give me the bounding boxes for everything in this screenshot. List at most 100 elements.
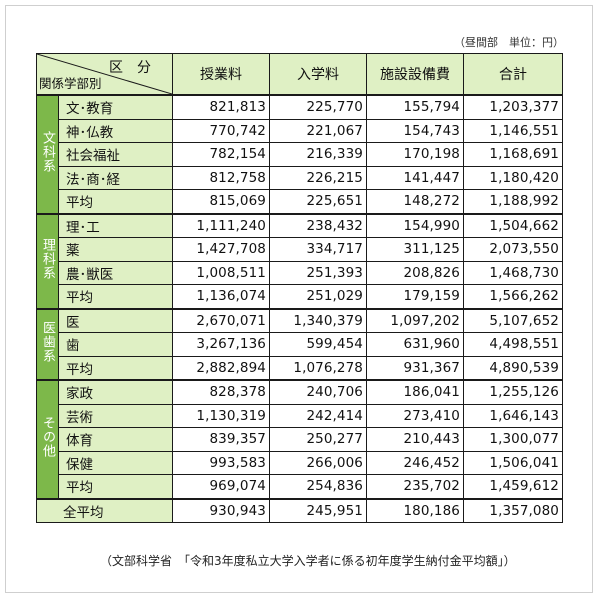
- table-row: 法･商･経 812,758 226,215 141,447 1,180,420: [37, 165, 563, 190]
- value-cell: 250,277: [269, 427, 367, 452]
- faculty-label: 文･教育: [58, 94, 173, 120]
- table-row: 芸術 1,130,319 242,414 273,410 1,646,143: [37, 403, 563, 428]
- value-cell: 225,651: [269, 189, 367, 214]
- table-row: 農･獣医 1,008,511 251,393 208,826 1,468,730: [37, 260, 563, 285]
- group-name: 文科系: [40, 131, 55, 174]
- table-row: その他 家政 828,378 240,706 186,041 1,255,126: [36, 379, 563, 499]
- value-cell: 828,378: [172, 379, 270, 405]
- group-band: 文科系: [36, 94, 59, 214]
- value-cell: 179,159: [366, 284, 464, 309]
- table-row: 平均 2,882,894 1,076,278 931,367 4,890,539: [37, 355, 563, 381]
- table-row: 文科系 文･教育 821,813 225,770 155,794 1,203,377: [36, 94, 563, 214]
- faculty-label: 歯: [58, 332, 173, 357]
- value-cell: 1,097,202: [366, 307, 464, 333]
- value-cell: 1,111,240: [172, 212, 270, 238]
- value-cell: 770,742: [172, 118, 270, 143]
- table-row: 保健 993,583 266,006 246,452 1,506,041: [37, 450, 563, 475]
- faculty-label: 法･商･経: [58, 165, 173, 190]
- header-admission: 入学料: [269, 53, 367, 96]
- corner-category-label: 区分: [109, 60, 165, 76]
- faculty-label: 薬: [58, 237, 173, 262]
- faculty-label: 農･獣医: [58, 260, 173, 285]
- faculty-label: 社会福祉: [58, 142, 173, 167]
- value-cell: 1,180,420: [463, 165, 563, 190]
- total-label: 全平均: [36, 497, 173, 523]
- value-cell: 5,107,652: [463, 307, 563, 333]
- value-cell: 969,074: [172, 474, 270, 499]
- value-cell: 1,468,730: [463, 260, 563, 285]
- value-cell: 251,029: [269, 284, 367, 309]
- table-row: 平均 815,069 225,651 148,272 1,188,992: [37, 189, 563, 214]
- faculty-label: 芸術: [58, 403, 173, 428]
- total-value-cell: 180,186: [366, 497, 464, 523]
- value-cell: 210,443: [366, 427, 464, 452]
- source-note: （文部科学省 「令和3年度私立大学入学者に係る初年度学生納付金平均額」）: [100, 554, 516, 568]
- total-value-cell: 930,943: [172, 497, 270, 523]
- value-cell: 1,130,319: [172, 403, 270, 428]
- faculty-label: 平均: [58, 189, 173, 214]
- header-corner-cell: 区分 関係学部別: [36, 53, 173, 96]
- value-cell: 812,758: [172, 165, 270, 190]
- value-cell: 186,041: [366, 379, 464, 405]
- table-row: 薬 1,427,708 334,717 311,125 2,073,550: [37, 237, 563, 262]
- unit-note: （昼間部 単位：円）: [454, 36, 564, 49]
- value-cell: 1,427,708: [172, 237, 270, 262]
- value-cell: 1,506,041: [463, 450, 563, 475]
- value-cell: 2,882,894: [172, 355, 270, 381]
- value-cell: 1,646,143: [463, 403, 563, 428]
- group-band: 医歯系: [36, 307, 59, 381]
- value-cell: 273,410: [366, 403, 464, 428]
- group-band: 理科系: [36, 212, 59, 309]
- faculty-label: 体育: [58, 427, 173, 452]
- value-cell: 821,813: [172, 94, 270, 120]
- corner-faculty-label: 関係学部別: [39, 76, 102, 91]
- value-cell: 4,890,539: [463, 355, 563, 381]
- value-cell: 154,990: [366, 212, 464, 238]
- table-row: 理科系 理･工 1,111,240 238,432 154,990 1,504,662: [36, 212, 563, 309]
- diagonal-line: [37, 54, 172, 94]
- value-cell: 225,770: [269, 94, 367, 120]
- value-cell: 242,414: [269, 403, 367, 428]
- total-value-cell: 1,357,080: [463, 497, 563, 523]
- value-cell: 782,154: [172, 142, 270, 167]
- value-cell: 839,357: [172, 427, 270, 452]
- table-row: 歯 3,267,136 599,454 631,960 4,498,551: [37, 332, 563, 357]
- group-band: その他: [36, 379, 59, 499]
- faculty-label: 平均: [58, 355, 173, 381]
- faculty-label: 家政: [58, 379, 173, 405]
- faculty-label: 平均: [58, 474, 173, 499]
- table-row: 社会福祉 782,154 216,339 170,198 1,168,691: [37, 142, 563, 167]
- faculty-label: 医: [58, 307, 173, 333]
- value-cell: 1,188,992: [463, 189, 563, 214]
- group-name: 医歯系: [40, 321, 55, 364]
- value-cell: 1,504,662: [463, 212, 563, 238]
- header-tuition: 授業料: [172, 53, 270, 96]
- faculty-label: 神･仏教: [58, 118, 173, 143]
- table-row: 平均 1,136,074 251,029 179,159 1,566,262: [37, 284, 563, 309]
- value-cell: 1,203,377: [463, 94, 563, 120]
- value-cell: 4,498,551: [463, 332, 563, 357]
- value-cell: 208,826: [366, 260, 464, 285]
- value-cell: 1,136,074: [172, 284, 270, 309]
- total-row: 全平均 930,943 245,951 180,186 1,357,080: [36, 497, 563, 523]
- value-cell: 1,459,612: [463, 474, 563, 499]
- value-cell: 141,447: [366, 165, 464, 190]
- value-cell: 246,452: [366, 450, 464, 475]
- value-cell: 599,454: [269, 332, 367, 357]
- value-cell: 1,168,691: [463, 142, 563, 167]
- value-cell: 216,339: [269, 142, 367, 167]
- value-cell: 254,836: [269, 474, 367, 499]
- value-cell: 226,215: [269, 165, 367, 190]
- header-facility: 施設設備費: [366, 53, 464, 96]
- value-cell: 1,008,511: [172, 260, 270, 285]
- header-total: 合計: [463, 53, 563, 96]
- value-cell: 251,393: [269, 260, 367, 285]
- group-name: 理科系: [40, 238, 55, 280]
- value-cell: 631,960: [366, 332, 464, 357]
- value-cell: 238,432: [269, 212, 367, 238]
- value-cell: 993,583: [172, 450, 270, 475]
- faculty-label: 保健: [58, 450, 173, 475]
- faculty-label: 平均: [58, 284, 173, 309]
- total-value-cell: 245,951: [269, 497, 367, 523]
- value-cell: 266,006: [269, 450, 367, 475]
